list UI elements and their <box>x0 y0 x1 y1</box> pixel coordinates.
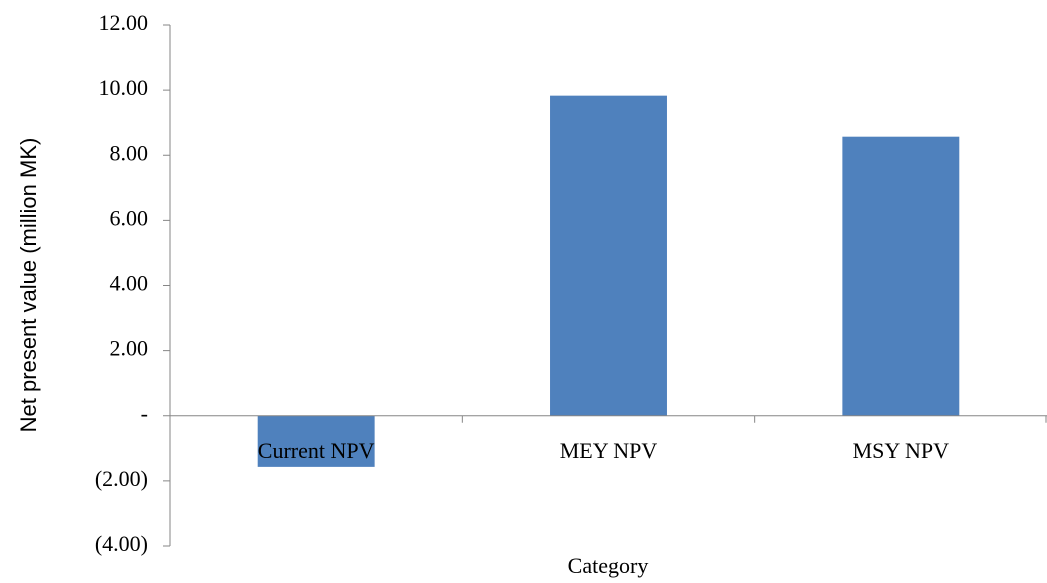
x-axis-title: Category <box>568 553 649 578</box>
bar <box>550 95 667 416</box>
y-tick-label: - <box>141 401 148 426</box>
y-tick-label: (4.00) <box>95 531 148 556</box>
bar <box>842 136 960 416</box>
y-tick-label: (2.00) <box>95 466 148 491</box>
y-tick-label: 12.00 <box>99 10 149 35</box>
y-tick-label: 6.00 <box>110 205 149 230</box>
y-tick-label: 2.00 <box>110 336 149 361</box>
y-tick-label: 8.00 <box>110 140 149 165</box>
x-tick-label: Current NPV <box>258 438 375 463</box>
x-tick-label: MSY NPV <box>853 438 949 463</box>
bar <box>257 415 375 467</box>
y-tick-label: 4.00 <box>110 271 149 296</box>
x-tick-label: MEY NPV <box>560 438 658 463</box>
y-tick-label: 10.00 <box>99 75 149 100</box>
y-axis-title: Net present value (million MK) <box>16 138 41 433</box>
